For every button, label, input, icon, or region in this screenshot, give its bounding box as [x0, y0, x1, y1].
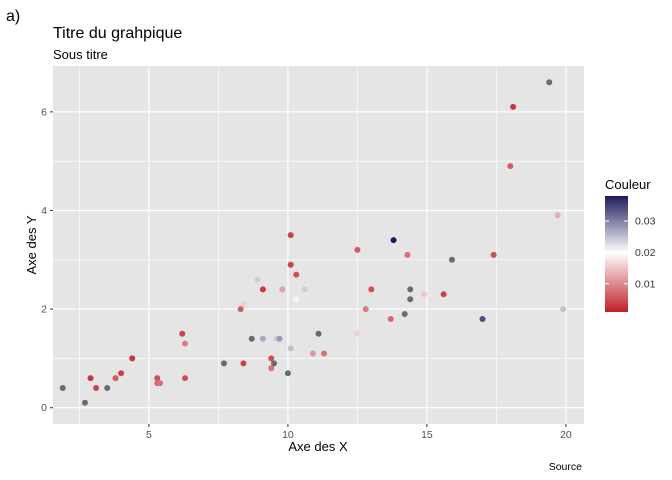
colorbar-tick-label: 0.03	[635, 216, 656, 228]
y-axis-label: Axe des Y	[24, 215, 39, 274]
data-point	[271, 360, 278, 367]
data-point	[315, 330, 322, 337]
data-point	[387, 315, 394, 322]
data-point	[93, 385, 100, 392]
colorbar-ticks: 0.01 0.02 0.03	[605, 216, 656, 290]
data-point	[259, 335, 266, 342]
data-point	[293, 271, 300, 278]
data-points	[59, 79, 567, 406]
data-point	[112, 375, 119, 382]
colorbar-tick-label: 0.01	[635, 278, 656, 290]
colorbar-tick-label: 0.02	[635, 247, 656, 259]
data-point	[448, 256, 455, 263]
data-point	[268, 365, 275, 372]
data-point	[354, 330, 361, 337]
data-point	[362, 306, 369, 313]
data-point	[182, 375, 189, 382]
data-point	[287, 345, 294, 352]
data-point	[560, 306, 567, 313]
x-axis: 5 10 15 20	[146, 424, 572, 441]
data-point	[407, 296, 414, 303]
data-point	[240, 301, 247, 308]
data-point	[421, 291, 428, 298]
data-point	[301, 286, 308, 293]
chart-subtitle: Sous titre	[53, 47, 108, 62]
data-point	[279, 350, 286, 357]
data-point	[321, 350, 328, 357]
data-point	[479, 315, 486, 322]
x-axis-label: Axe des X	[288, 439, 348, 454]
data-point	[279, 286, 286, 293]
data-point	[240, 360, 247, 367]
chart-title: Titre du grahpique	[53, 25, 182, 42]
data-point	[87, 375, 94, 382]
y-tick-label: 6	[41, 106, 47, 118]
x-tick-label: 10	[282, 429, 294, 441]
y-axis: 0 2 4 6	[41, 106, 53, 414]
chart-caption: Source	[549, 461, 582, 473]
data-point	[81, 399, 88, 406]
data-point	[157, 380, 164, 387]
data-point	[259, 286, 266, 293]
data-point	[554, 212, 561, 219]
data-point	[354, 246, 361, 253]
data-point	[287, 261, 294, 268]
data-point	[182, 340, 189, 347]
data-point	[179, 330, 186, 337]
y-tick-label: 4	[41, 205, 47, 217]
legend-title: Couleur	[605, 177, 651, 192]
data-point	[118, 370, 125, 377]
x-tick-label: 20	[560, 429, 572, 441]
y-tick-label: 2	[41, 304, 47, 316]
data-point	[154, 375, 161, 382]
data-point	[284, 370, 291, 377]
data-point	[220, 360, 227, 367]
data-point	[268, 355, 275, 362]
x-tick-label: 5	[146, 429, 152, 441]
data-point	[276, 335, 283, 342]
minor-gridlines	[53, 66, 584, 424]
data-point	[546, 79, 553, 86]
major-gridlines	[53, 66, 584, 424]
data-point	[287, 232, 294, 239]
data-point	[440, 291, 447, 298]
data-point	[59, 385, 66, 392]
color-legend: Couleur 0.01 0.02 0.03	[605, 177, 656, 312]
data-point	[309, 350, 316, 357]
data-point	[368, 286, 375, 293]
data-point	[510, 103, 517, 110]
figure-tag: a)	[6, 8, 20, 25]
data-point	[390, 237, 397, 244]
plot-panel	[53, 66, 584, 424]
data-point	[254, 276, 261, 283]
data-point	[237, 306, 244, 313]
data-point	[490, 251, 497, 258]
y-tick-label: 0	[41, 402, 47, 414]
data-point	[104, 385, 111, 392]
data-point	[404, 251, 411, 258]
colorbar	[605, 196, 628, 312]
data-point	[407, 286, 414, 293]
data-point	[507, 163, 514, 170]
data-point	[401, 311, 408, 318]
data-point	[293, 296, 300, 303]
data-point	[248, 335, 255, 342]
x-tick-label: 15	[421, 429, 433, 441]
data-point	[129, 355, 136, 362]
